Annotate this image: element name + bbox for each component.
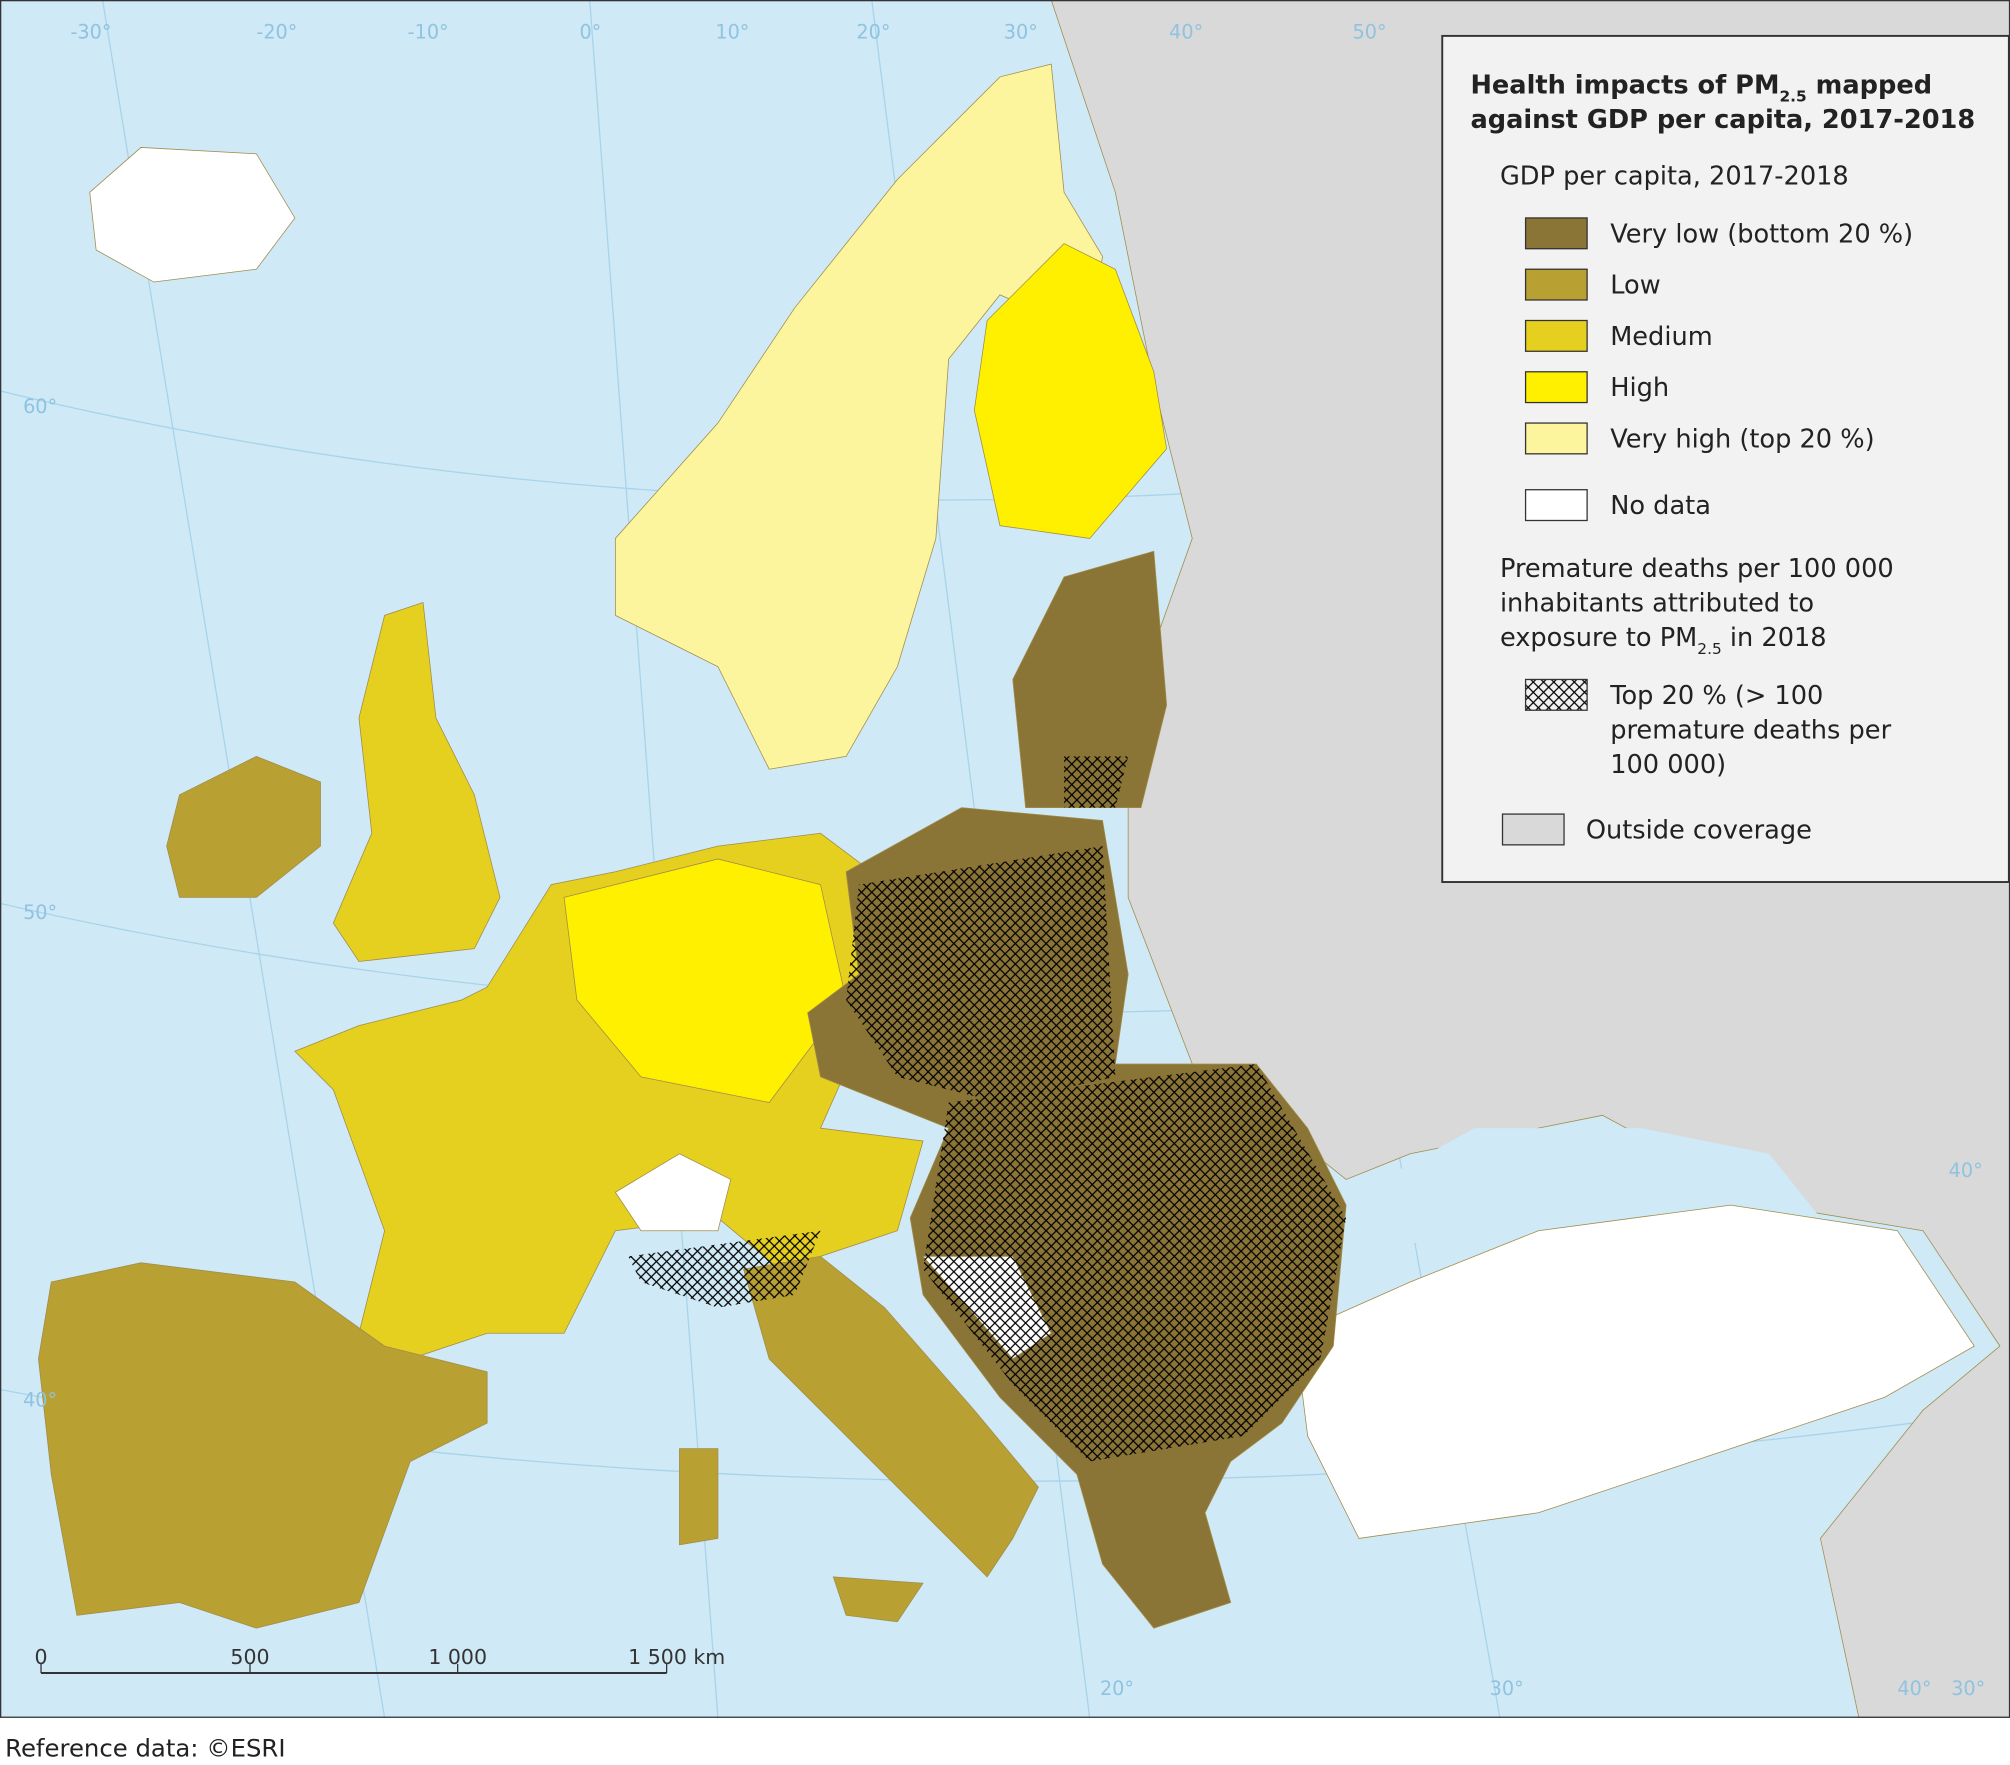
graticule-label: 50° xyxy=(1353,20,1387,43)
region xyxy=(89,147,296,283)
legend: Health impacts of PM2.5 mapped against G… xyxy=(1441,34,2010,883)
legend-label: Medium xyxy=(1610,322,1712,352)
legend-heading: GDP per capita, 2017-2018 xyxy=(1500,162,1849,192)
hatch-area xyxy=(846,846,1116,1103)
graticule-label: 30° xyxy=(1951,1677,1985,1700)
region xyxy=(1294,1204,1975,1539)
region xyxy=(832,1576,924,1623)
legend-heading: exposure to PM2.5 in 2018 xyxy=(1500,623,1827,658)
legend-swatch xyxy=(1524,422,1588,455)
scale-label: 1 000 xyxy=(428,1645,487,1669)
title: against GDP per capita, 2017-2018 xyxy=(1470,105,1975,135)
legend-swatch xyxy=(1524,371,1588,404)
legend-heading: inhabitants attributed to xyxy=(1500,589,1814,619)
legend-label: Very high (top 20 %) xyxy=(1610,424,1874,454)
region xyxy=(973,243,1168,539)
legend-label: Outside coverage xyxy=(1586,815,1812,845)
legend-label: High xyxy=(1610,373,1669,403)
graticule-label: -30° xyxy=(71,20,112,43)
legend-box xyxy=(1441,34,2010,883)
legend-heading: Premature deaths per 100 000 xyxy=(1500,554,1894,584)
legend-label: Very low (bottom 20 %) xyxy=(1610,219,1913,249)
region xyxy=(679,1448,719,1546)
graticule-label: 60° xyxy=(23,395,57,418)
legend-label: Top 20 % (> 100 xyxy=(1609,681,1823,711)
region xyxy=(38,1262,488,1629)
graticule-label: 40° xyxy=(23,1388,57,1411)
graticule-label: 40° xyxy=(1169,20,1203,43)
graticule-label: 40° xyxy=(1897,1677,1931,1700)
legend-label: premature deaths per xyxy=(1610,715,1891,745)
scale-label: 500 xyxy=(230,1645,269,1669)
title: Health impacts of PM2.5 mapped xyxy=(1470,71,1932,106)
scale-label: 1 500 km xyxy=(628,1645,725,1669)
legend-swatch xyxy=(1501,813,1565,846)
legend-label: No data xyxy=(1610,491,1711,521)
graticule-label: 40° xyxy=(1949,1159,1983,1182)
graticule-label: 20° xyxy=(1100,1677,1134,1700)
legend-swatch xyxy=(1524,489,1588,522)
scale-label: 0 xyxy=(35,1645,48,1669)
region xyxy=(614,1153,732,1232)
region xyxy=(1012,550,1168,809)
legend-swatch xyxy=(1524,268,1588,301)
legend-label: Low xyxy=(1610,271,1660,301)
region xyxy=(166,755,321,898)
graticule-label: 0° xyxy=(579,20,601,43)
region xyxy=(614,63,1103,770)
legend-swatch xyxy=(1524,319,1588,352)
graticule-label: -10° xyxy=(408,20,449,43)
graticule-label: 20° xyxy=(856,20,890,43)
hatch-area xyxy=(1064,756,1129,808)
footer: Reference data: ©ESRI xyxy=(5,1733,285,1762)
graticule-label: -20° xyxy=(256,20,297,43)
hatch-area xyxy=(628,1230,821,1308)
legend-label: 100 000) xyxy=(1610,750,1726,780)
graticule-label: 50° xyxy=(23,901,57,924)
graticule-label: 30° xyxy=(1490,1677,1524,1700)
region xyxy=(563,858,847,1103)
scale-bar: 0 500 1 000 1 500 km xyxy=(35,1645,725,1674)
graticule-label: 30° xyxy=(1004,20,1038,43)
legend-swatch xyxy=(1524,217,1588,250)
region xyxy=(743,1255,1039,1578)
graticule-label: 10° xyxy=(715,20,749,43)
legend-swatch xyxy=(1524,678,1588,711)
region xyxy=(332,602,501,962)
hatch-area xyxy=(923,1064,1347,1462)
